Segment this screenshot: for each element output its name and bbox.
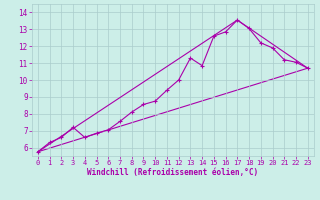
X-axis label: Windchill (Refroidissement éolien,°C): Windchill (Refroidissement éolien,°C) xyxy=(87,168,258,177)
